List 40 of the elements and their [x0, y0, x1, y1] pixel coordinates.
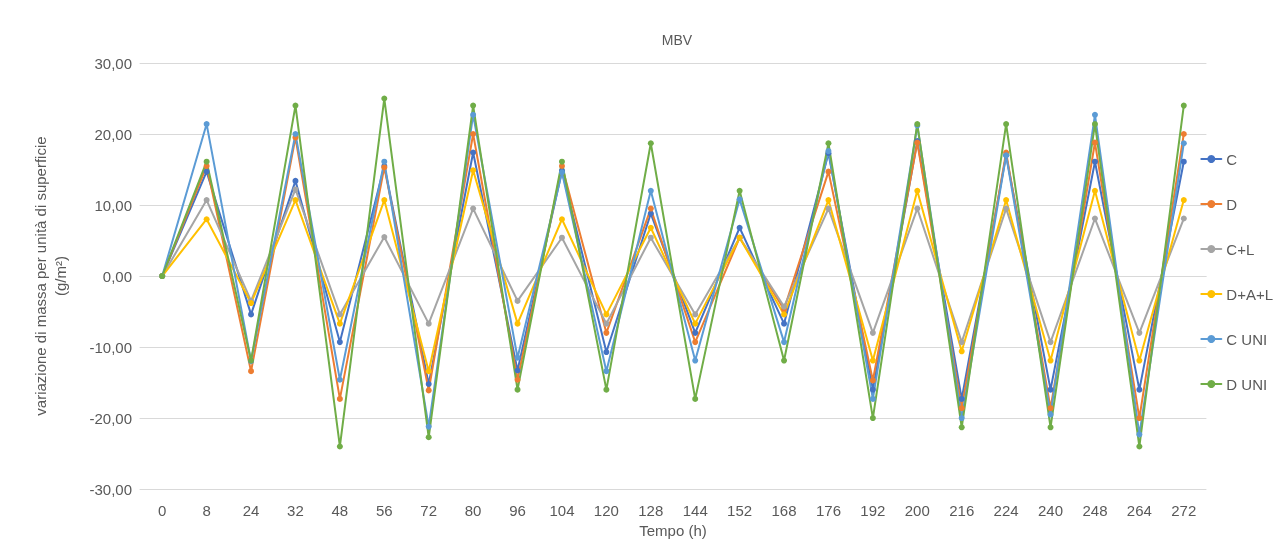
x-axis-title: Tempo (h): [639, 522, 707, 539]
y-tick-label: 10,00: [94, 196, 132, 214]
x-tick-label: 48: [331, 502, 349, 520]
legend-label: D+A+L: [1226, 285, 1273, 303]
x-tick-label: 56: [375, 502, 393, 520]
x-tick-label: 0: [158, 502, 167, 520]
x-tick-label: 216: [949, 502, 975, 520]
y-tick-label: 20,00: [94, 125, 132, 143]
y-tick-label: -20,00: [89, 409, 132, 427]
x-tick-label: 104: [549, 502, 575, 520]
y-tick-label: -30,00: [89, 480, 132, 498]
x-tick-label: 96: [509, 502, 526, 520]
legend-label: C: [1226, 150, 1238, 168]
chart-title: MBV: [661, 32, 693, 48]
x-tick-label: 32: [287, 502, 304, 520]
x-tick-label: 168: [771, 502, 797, 520]
x-tick-label: 120: [593, 502, 619, 520]
x-tick-label: 144: [682, 502, 708, 520]
x-tick-label: 24: [242, 502, 260, 520]
x-tick-label: 264: [1126, 502, 1152, 520]
x-tick-label: 128: [638, 502, 664, 520]
y-tick-label: 30,00: [94, 54, 132, 72]
y-tick-label: 0,00: [102, 267, 132, 285]
x-tick-label: 200: [904, 502, 930, 520]
legend-label: C UNI: [1226, 330, 1268, 348]
x-tick-label: 192: [860, 502, 886, 520]
x-tick-label: 224: [993, 502, 1019, 520]
x-tick-label: 80: [464, 502, 482, 520]
legend-label: D: [1226, 195, 1238, 213]
x-tick-label: 72: [420, 502, 438, 520]
x-tick-label: 248: [1082, 502, 1108, 520]
legend-label: D UNI: [1226, 375, 1268, 393]
x-tick-label: 152: [727, 502, 753, 520]
x-tick-label: 240: [1038, 502, 1064, 520]
y-axis-title: variazione di massa per unità di superficie (g/m²): [31, 136, 69, 416]
x-tick-label: 272: [1171, 502, 1197, 520]
x-tick-label: 176: [815, 502, 841, 520]
x-tick-label: 8: [202, 502, 211, 520]
y-tick-label: -10,00: [89, 338, 132, 356]
legend-label: C+L: [1226, 240, 1255, 258]
